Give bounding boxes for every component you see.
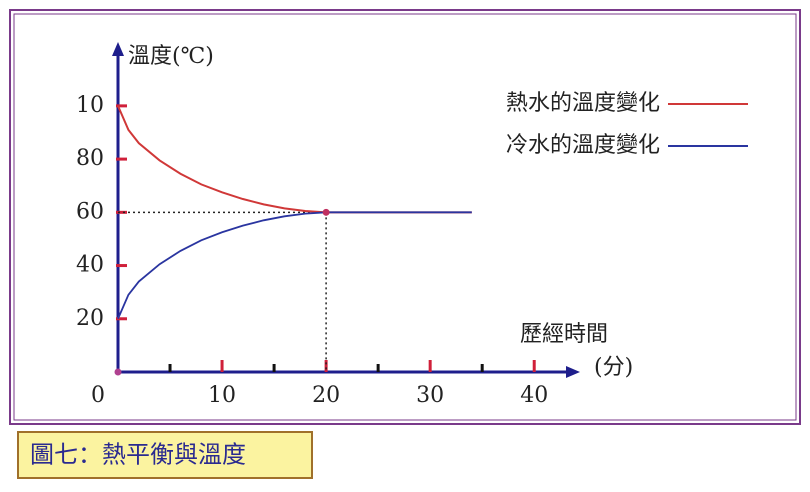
- legend-label: 熱水的溫度變化: [506, 91, 660, 116]
- y-tick-label: 10: [76, 93, 104, 118]
- caption-box: [17, 431, 313, 479]
- x-tick-label: 40: [520, 383, 548, 408]
- equilibrium-point: [322, 208, 330, 216]
- legend-label: 冷水的溫度變化: [506, 133, 660, 158]
- origin-point: [114, 368, 122, 376]
- y-axis-label: 溫度(℃): [128, 44, 214, 69]
- x-axis-arrow: [566, 366, 580, 378]
- x-tick-label: 30: [416, 383, 444, 408]
- x-tick-label: 20: [312, 383, 340, 408]
- y-tick-label: 60: [76, 199, 104, 224]
- frame-inner: [13, 13, 797, 421]
- caption: 圖七：熱平衡與溫度: [30, 441, 246, 469]
- x-tick-label: 10: [208, 383, 236, 408]
- y-tick-label: 40: [76, 253, 104, 278]
- y-tick-label: 80: [76, 146, 104, 171]
- x-tick-label: 0: [91, 383, 105, 408]
- x-axis-label: 歷經時間: [520, 322, 608, 347]
- frame: [9, 9, 801, 425]
- x-axis-unit: (分): [594, 355, 633, 380]
- y-tick-label: 20: [76, 306, 104, 331]
- line-series: [117, 105, 472, 214]
- line-series: [117, 211, 472, 320]
- y-axis-arrow: [112, 42, 124, 56]
